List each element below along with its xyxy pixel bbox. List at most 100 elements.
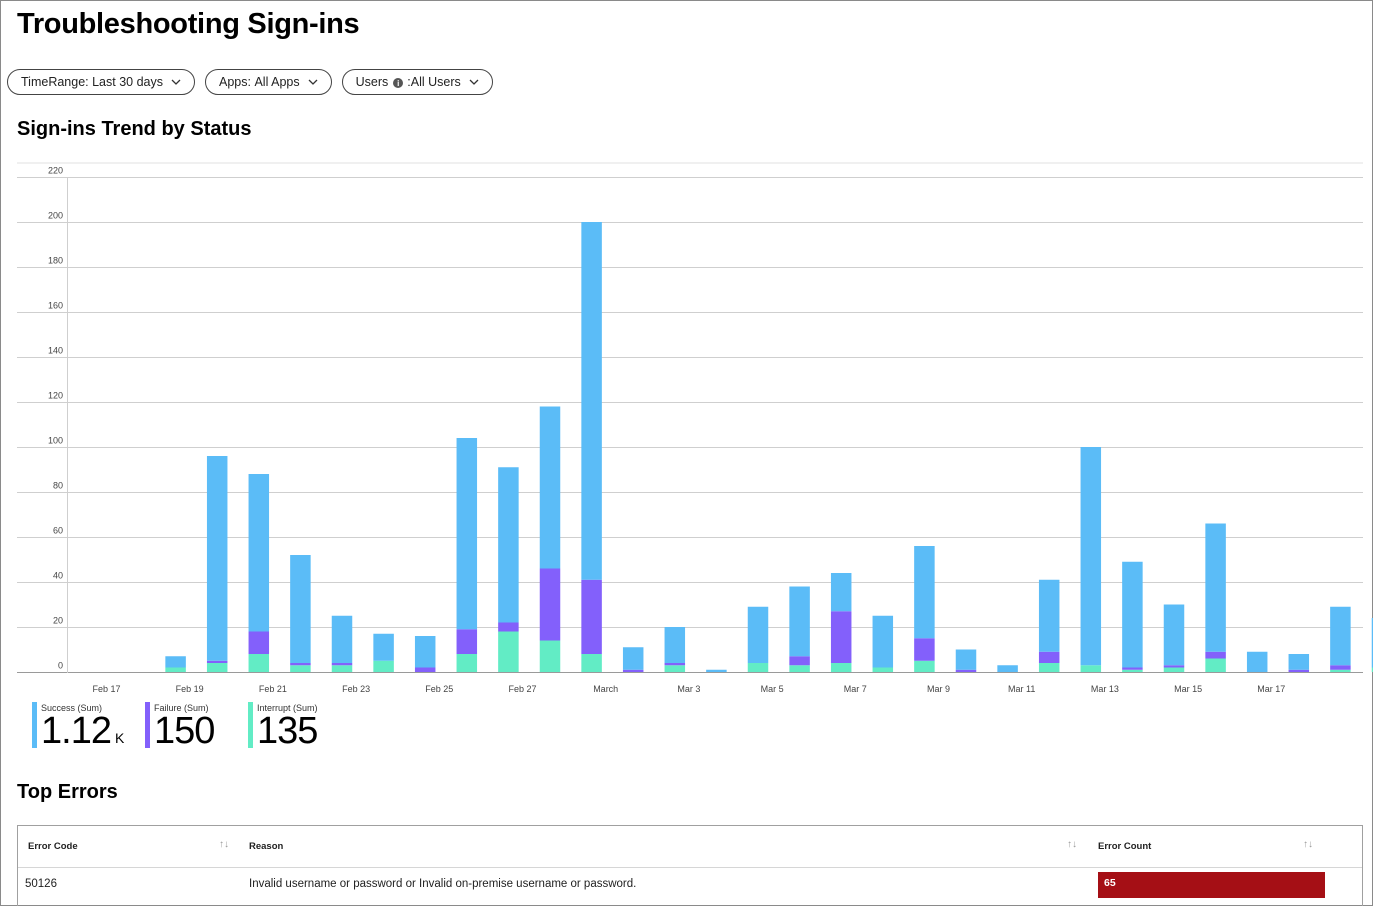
- bar-segment: [664, 665, 686, 672]
- chevron-down-icon: [308, 79, 318, 85]
- x-tick-label: Mar 17: [1257, 684, 1285, 694]
- x-tick-label: Feb 19: [176, 684, 204, 694]
- x-tick-label: Mar 13: [1091, 684, 1119, 694]
- kpi-interrupt-value: 135: [257, 710, 318, 752]
- bar-segment: [581, 579, 602, 654]
- bar-segment: [1163, 667, 1185, 672]
- bar-segment: [914, 638, 935, 661]
- reason-cell: Invalid username or password or Invalid …: [249, 878, 637, 890]
- users-key: Users: [355, 75, 389, 89]
- sort-icon[interactable]: ↑↓: [1303, 839, 1313, 850]
- bar-segment: [1205, 658, 1226, 672]
- bar-segment: [789, 665, 810, 672]
- apps-value: All Apps: [254, 75, 300, 89]
- bar-segment: [206, 660, 228, 663]
- kpi-success-value: 1.12: [41, 710, 112, 752]
- chevron-down-icon: [469, 79, 479, 85]
- bar-segment: [539, 406, 561, 569]
- column-header-reason[interactable]: Reason: [249, 841, 284, 852]
- bar-segment: [248, 654, 270, 672]
- kpi-failure[interactable]: Failure (Sum) 150: [145, 702, 248, 750]
- y-tick-label: 160: [48, 301, 63, 311]
- bar-segment: [789, 656, 810, 666]
- bar-segment: [498, 631, 519, 672]
- bar-segment: [1330, 665, 1351, 670]
- bar-segment: [414, 636, 436, 668]
- bar-segment: [1122, 667, 1143, 670]
- column-header-error-count[interactable]: Error Count: [1098, 841, 1152, 852]
- time-range-filter[interactable]: TimeRange: Last 30 days: [7, 69, 195, 95]
- header-divider: [18, 867, 1362, 868]
- bar-segment: [206, 663, 228, 672]
- bar-segment: [1122, 561, 1143, 668]
- bar-segment: [581, 654, 602, 672]
- bar-segment: [498, 467, 519, 623]
- bar-segment: [1288, 669, 1310, 672]
- y-tick-label: 120: [48, 391, 63, 401]
- bar-segment: [622, 669, 644, 672]
- bar-segment: [664, 627, 686, 663]
- trend-section-title: Sign-ins Trend by Status: [17, 118, 252, 140]
- bar-segment: [331, 663, 353, 666]
- chevron-down-icon: [171, 79, 181, 85]
- apps-filter[interactable]: Apps: All Apps: [205, 69, 332, 95]
- y-tick-label: 80: [53, 481, 63, 491]
- top-errors-title: Top Errors: [17, 781, 118, 803]
- bar-segment: [290, 665, 311, 672]
- bar-segment: [456, 629, 478, 654]
- x-tick-label: Mar 3: [677, 684, 700, 694]
- bar-segment: [1205, 651, 1226, 659]
- bar-segment: [872, 667, 894, 672]
- bar-segment: [456, 654, 478, 672]
- users-separator: :: [407, 75, 411, 89]
- bar-segment: [373, 660, 394, 672]
- kpi-success[interactable]: Success (Sum) 1.12 K: [32, 702, 145, 750]
- column-header-error-code[interactable]: Error Code: [28, 841, 78, 852]
- bar-segment: [290, 555, 311, 663]
- bar-segment: [789, 586, 810, 657]
- x-tick-label: Mar 9: [927, 684, 950, 694]
- users-value: All Users: [410, 75, 461, 89]
- error-count-bar: 65: [1098, 872, 1325, 898]
- x-tick-label: Mar 11: [1008, 684, 1035, 694]
- kpi-legend: Success (Sum) 1.12 K Failure (Sum) 150 In…: [32, 702, 358, 750]
- users-filter[interactable]: Users i : All Users: [341, 69, 493, 95]
- bar-segment: [290, 663, 311, 666]
- x-tick-label: Mar 15: [1174, 684, 1202, 694]
- bar-segment: [1080, 447, 1102, 666]
- bar-segment: [248, 631, 270, 654]
- info-icon[interactable]: i: [393, 78, 404, 88]
- y-tick-label: 200: [48, 211, 63, 221]
- bar-segment: [1246, 651, 1268, 672]
- x-tick-label: Mar 7: [844, 684, 867, 694]
- bar-segment: [1080, 665, 1102, 672]
- bar-segment: [955, 669, 977, 672]
- sort-icon[interactable]: ↑↓: [219, 839, 229, 850]
- bar-segment: [1163, 604, 1185, 666]
- bar-segment: [747, 663, 769, 672]
- bar-segment: [1371, 667, 1373, 672]
- bar-segment: [1371, 618, 1373, 668]
- bar-segment: [248, 474, 270, 632]
- bar-segment: [165, 656, 186, 668]
- bar-segment: [373, 633, 394, 661]
- y-tick-label: 20: [53, 616, 63, 626]
- kpi-success-label: Success (Sum): [41, 703, 103, 713]
- sort-icon[interactable]: ↑↓: [1067, 839, 1077, 850]
- y-tick-label: 140: [48, 346, 63, 356]
- bar-segment: [206, 456, 228, 661]
- bar-segment: [664, 663, 686, 666]
- bar-segment: [1038, 651, 1060, 663]
- y-tick-label: 40: [53, 571, 63, 581]
- x-tick-label: Feb 21: [259, 684, 287, 694]
- bar-segment: [1330, 669, 1351, 672]
- bar-segment: [581, 222, 602, 580]
- bar-segment: [830, 611, 852, 663]
- bar-segment: [830, 663, 852, 672]
- x-tick-label: Feb 17: [92, 684, 120, 694]
- x-tick-label: Feb 25: [425, 684, 453, 694]
- kpi-interrupt[interactable]: Interrupt (Sum) 135: [248, 702, 358, 750]
- bar-segment: [872, 615, 894, 668]
- kpi-failure-label: Failure (Sum): [154, 703, 209, 713]
- bar-segment: [830, 573, 852, 612]
